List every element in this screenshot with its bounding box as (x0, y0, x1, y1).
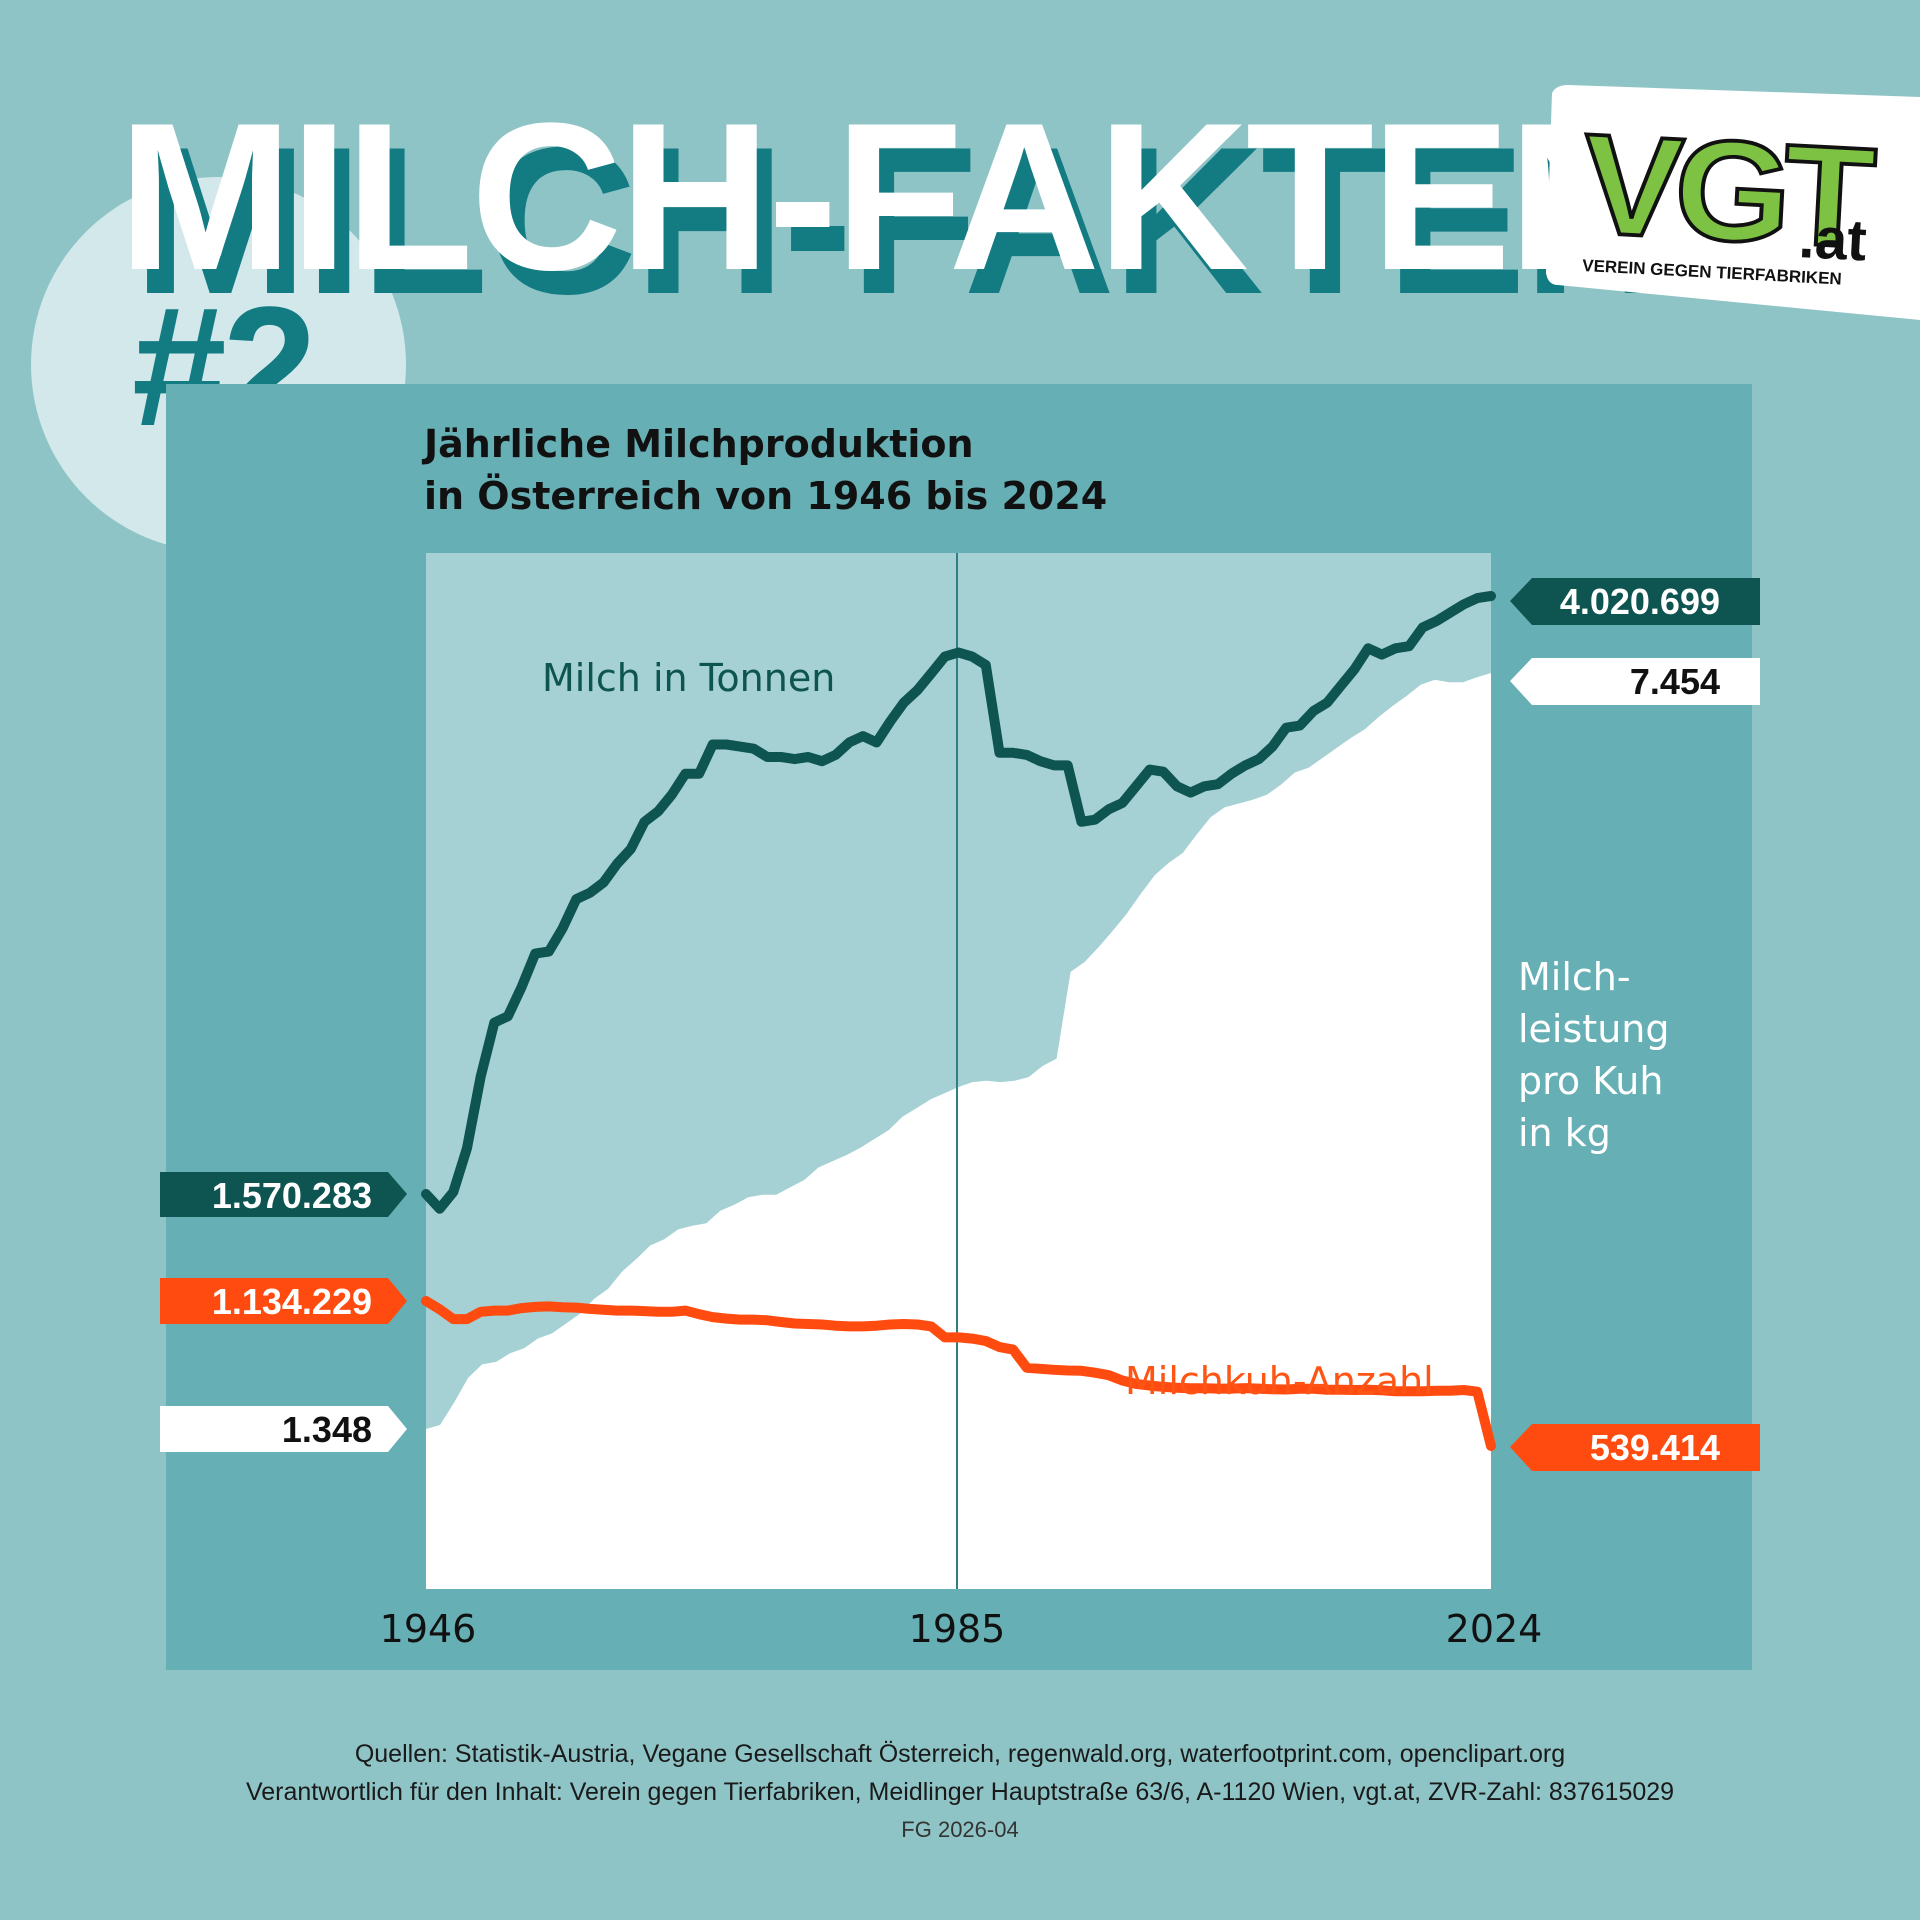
badge-cows-start (160, 1278, 407, 1324)
series-label-cows: Milchkuh-Anzahl (1125, 1359, 1434, 1403)
badge-milk-end-value: 4.020.699 (1560, 581, 1720, 622)
footer-sources: Quellen: Statistik-Austria, Vegane Gesel… (0, 1735, 1920, 1849)
badge-yield-start-value: 1.348 (282, 1409, 372, 1450)
yield-label-line-3: pro Kuh (1518, 1059, 1663, 1103)
yield-label-line-4: in kg (1518, 1111, 1611, 1155)
badge-yield-start (160, 1406, 407, 1452)
badge-cows-end (1510, 1424, 1760, 1471)
badge-yield-end-value: 7.454 (1630, 661, 1720, 702)
document-code: FG 2026-04 (901, 1817, 1019, 1842)
end-value-badges: 4.020.699 7.454 539.414 (1510, 578, 1760, 1471)
logo-domain: .at (1797, 205, 1868, 273)
responsible-line: Verantwortlich für den Inhalt: Verein ge… (245, 1778, 1675, 1806)
milk-tonnes-line (421, 591, 1496, 1214)
dairy-cow-count-line (421, 1296, 1496, 1451)
series-label-yield: Milch- leistung pro Kuh in kg (1518, 955, 1682, 1155)
badge-milk-end (1510, 578, 1760, 625)
logo-wordmark: VGT (1579, 105, 1878, 279)
x-tick-1985: 1985 (909, 1607, 1006, 1651)
vgt-logo: VGT .at VEREIN GEGEN TIERFABRIKEN (1546, 85, 1920, 320)
milk-yield-area (426, 673, 1491, 1589)
chart-title-line-2: in Österreich von 1946 bis 2024 (424, 474, 1108, 518)
badge-yield-end (1510, 658, 1760, 705)
chart-title: Jährliche Milchproduktion in Österreich … (424, 418, 1107, 522)
sources-line: Quellen: Statistik-Austria, Vegane Gesel… (354, 1740, 1566, 1768)
yield-label-line-2: leistung (1518, 1007, 1669, 1051)
badge-cows-end-value: 539.414 (1590, 1427, 1720, 1468)
headline-shadow: MILCH-FAKTEN (133, 103, 1675, 338)
badge-milk-start-value: 1.570.283 (212, 1175, 372, 1216)
chart-title-line-1: Jährliche Milchproduktion (424, 422, 974, 466)
badge-milk-start (160, 1172, 407, 1217)
x-tick-2024: 2024 (1446, 1607, 1543, 1651)
x-tick-1946: 1946 (380, 1607, 477, 1651)
start-value-badges: 1.570.283 1.134.229 1.348 (160, 1172, 407, 1452)
badge-cows-start-value: 1.134.229 (212, 1281, 372, 1322)
series-label-milk: Milch in Tonnen (542, 656, 835, 700)
headline: MILCH-FAKTEN (118, 79, 1660, 314)
yield-label-line-1: Milch- (1518, 955, 1631, 999)
